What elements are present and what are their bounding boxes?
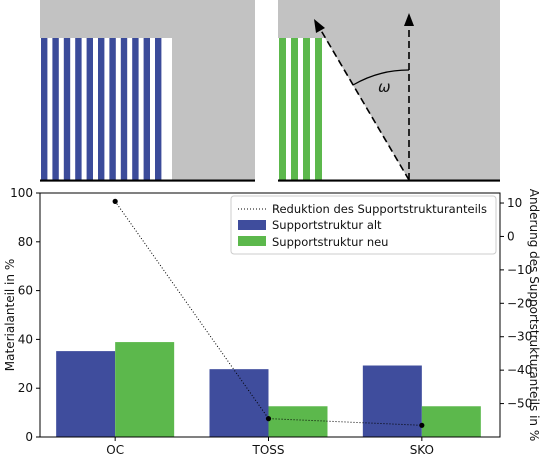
diagram-right-support-region [278, 38, 409, 180]
y-left-tick-label: 20 [18, 381, 33, 395]
reduction-point-oc [112, 198, 118, 204]
x-tick-label-oc: OC [106, 443, 124, 455]
y-left-tick-label: 60 [18, 284, 33, 298]
diagram-left-stripe [109, 38, 116, 180]
diagram-left-stripe [143, 38, 150, 180]
diagram-right: ω [278, 0, 500, 182]
y-left-tick-label: 40 [18, 332, 33, 346]
reduction-point-sko [419, 422, 425, 428]
legend-swatch-neu [238, 236, 266, 246]
legend: Reduktion des Supportstrukturanteils Sup… [230, 195, 497, 255]
y-left-tick-label: 80 [18, 235, 33, 249]
diagram-left-stripe [98, 38, 105, 180]
diagram-right-inclined-arrow [318, 26, 410, 181]
chart-frame [39, 192, 501, 438]
diagram-left-stripe [120, 38, 128, 180]
y-axis-right-label: Änderung des Supportstrukturanteils in % [527, 189, 540, 442]
diagram-left-stripe [41, 38, 48, 180]
y-right-tick-label: −30 [507, 330, 532, 344]
diagram-left-stripe [86, 38, 93, 180]
y-right-tick-label: −10 [507, 263, 532, 277]
bar-alt-toss [209, 369, 269, 437]
y-right-tick-label: −50 [507, 397, 532, 411]
bar-neu-toss [268, 406, 328, 437]
y-right-tick-label: 10 [507, 196, 522, 210]
diagram-right-angle-arc [352, 69, 410, 86]
diagram-right-stripe [291, 38, 298, 180]
diagram-right-vertical-arrowhead [404, 13, 414, 26]
diagram-right-stripes [279, 38, 322, 180]
diagram-right-inclined-arrowhead [314, 19, 325, 33]
legend-swatch-alt [238, 220, 266, 230]
diagram-left-stripe [132, 38, 139, 180]
diagram-left-stripe [155, 38, 162, 180]
legend-box [230, 195, 497, 255]
y-right-tick-label: −20 [507, 296, 532, 310]
diagram-right-stripe [315, 38, 322, 180]
y-right-tick-label: −40 [507, 363, 532, 377]
diagram-left-support-region [40, 38, 172, 180]
diagram-left [40, 0, 255, 182]
bar-neu-sko [421, 406, 481, 437]
x-axis-ticks: OC TOSS SKO [106, 437, 434, 455]
diagram-right-stripe [303, 38, 310, 180]
legend-label-neu: Supportstruktur neu [272, 235, 388, 249]
reduction-point-toss [265, 416, 272, 422]
diagram-right-stripe [279, 38, 286, 180]
y-axis-right-ticks: 10 0 −10 −20 −30 −40 −50 [500, 196, 532, 411]
chart-reduction-line [112, 198, 425, 428]
y-axis-left-label: Materialanteil in % [3, 259, 17, 371]
y-right-tick-label: 0 [507, 229, 515, 243]
diagram-left-stripe [63, 38, 71, 180]
bar-alt-sko [362, 365, 422, 437]
bar-neu-oc [115, 342, 175, 437]
x-tick-label-toss: TOSS [251, 443, 284, 455]
bar-alt-oc [56, 351, 116, 437]
angle-label: ω [378, 78, 391, 96]
y-left-tick-label: 0 [25, 430, 33, 444]
diagram-left-stripe [52, 38, 59, 180]
legend-label-reduction: Reduktion des Supportstrukturanteils [272, 202, 487, 216]
y-axis-left-ticks: 0 20 40 60 80 100 [10, 186, 40, 444]
y-left-tick-label: 100 [10, 186, 33, 200]
diagram-left-stripes [41, 38, 162, 180]
x-tick-label-sko: SKO [410, 443, 434, 455]
chart-bars [56, 342, 481, 437]
diagram-left-stripe [75, 38, 82, 180]
legend-label-alt: Supportstruktur alt [272, 218, 382, 232]
